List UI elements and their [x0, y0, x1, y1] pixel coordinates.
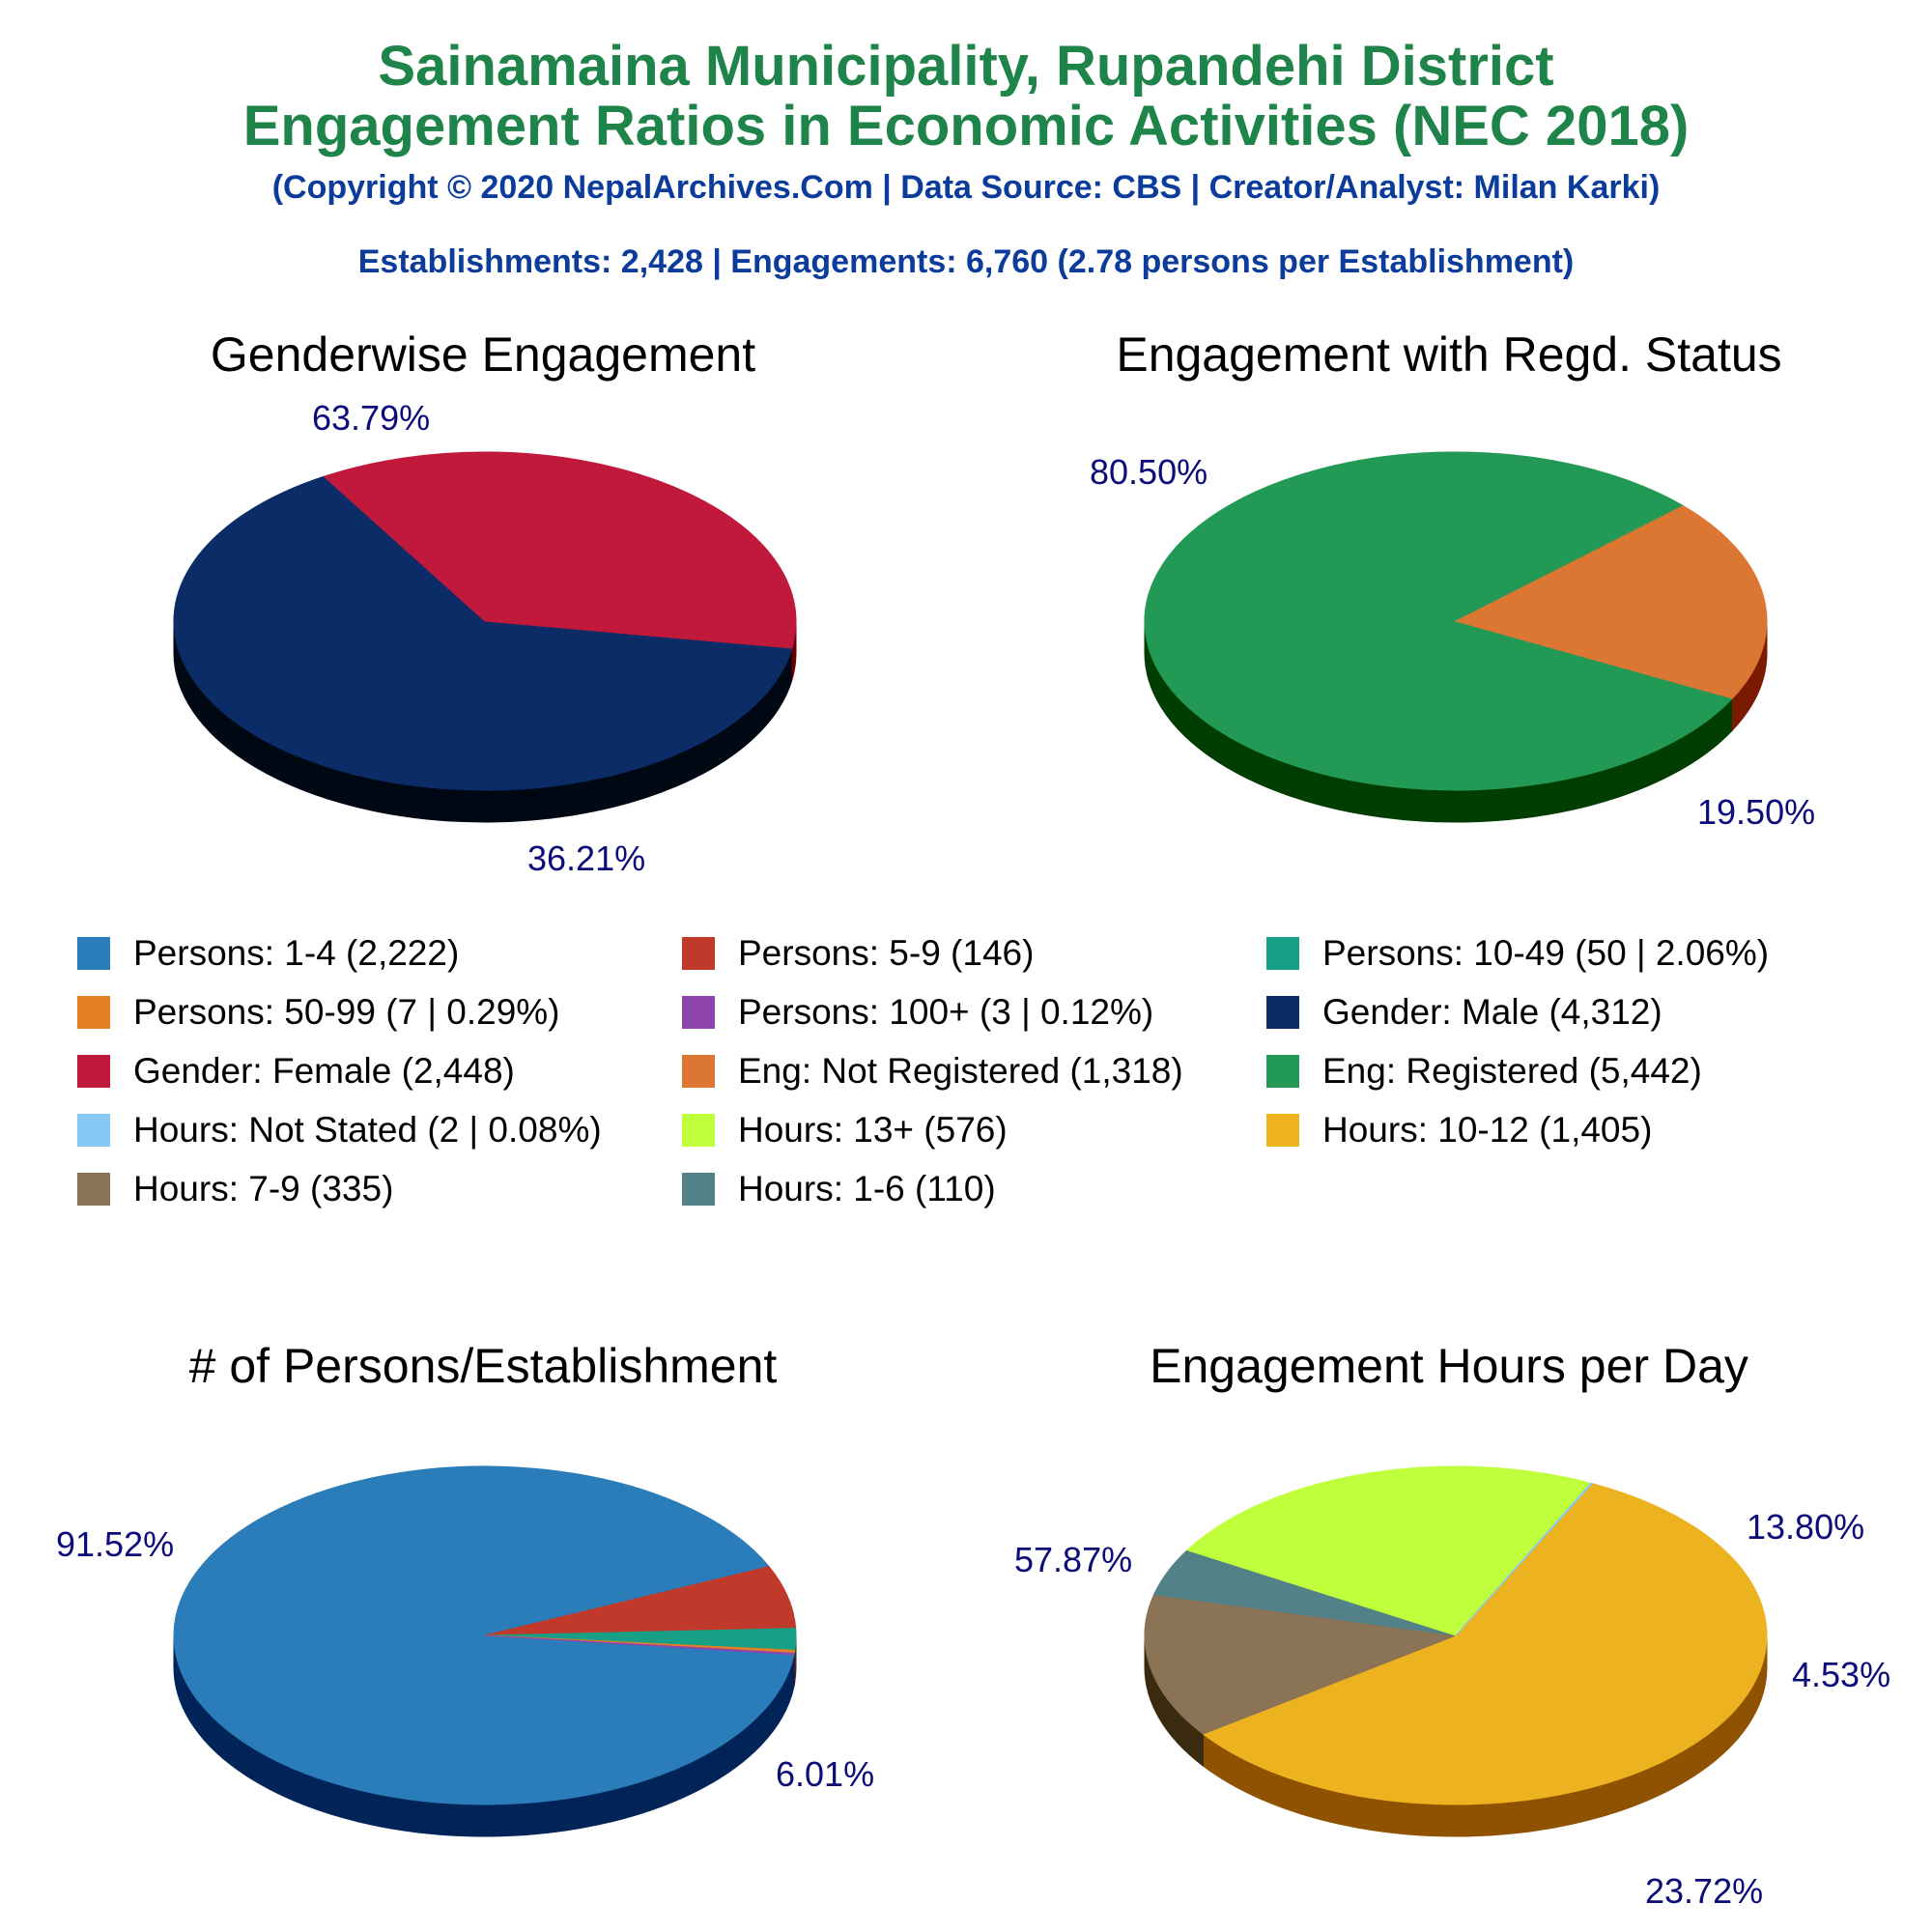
pie-slice-eng-not-registered [1454, 505, 1768, 699]
legend-swatch [682, 996, 715, 1029]
legend-item: Hours: 13+ (576) [682, 1109, 1008, 1151]
legend-item: Persons: 10-49 (50 | 2.06%) [1266, 932, 1769, 975]
legend-label: Persons: 1-4 (2,222) [133, 933, 460, 973]
copyright-note: (Copyright © 2020 NepalArchives.Com | Da… [271, 169, 1661, 206]
pct-label-not-registered: 19.50% [1697, 792, 1816, 832]
legend-item: Persons: 5-9 (146) [682, 932, 1034, 975]
legend-swatch [1266, 996, 1299, 1029]
legend-swatch [77, 1173, 110, 1206]
chart-title-regd: Engagement with Regd. Status [1116, 327, 1782, 382]
legend-label: Hours: 10-12 (1,405) [1322, 1110, 1653, 1150]
pie-chart-0 [173, 451, 797, 823]
pie-slice-hours-7-9 [1144, 1594, 1458, 1735]
title-line-1: Sainamaina Municipality, Rupandehi Distr… [378, 35, 1554, 98]
legend-label: Hours: 1-6 (110) [738, 1169, 996, 1208]
pct-label-persons-5-9: 6.01% [776, 1754, 875, 1794]
pct-label-hours-7-9: 13.80% [1747, 1507, 1865, 1547]
chart-title-hours: Engagement Hours per Day [1150, 1339, 1748, 1393]
pct-label-hours-1-6: 4.53% [1792, 1655, 1891, 1694]
legend-item: Persons: 50-99 (7 | 0.29%) [77, 991, 560, 1034]
legend-swatch [1266, 1114, 1299, 1147]
legend-label: Hours: 7-9 (335) [133, 1169, 394, 1208]
legend-item: Persons: 1-4 (2,222) [77, 932, 459, 975]
legend-label: Eng: Not Registered (1,318) [738, 1051, 1183, 1091]
chart-title-gender: Genderwise Engagement [210, 327, 756, 382]
summary-line: Establishments: 2,428 | Engagements: 6,7… [357, 243, 1575, 280]
legend-item: Hours: 10-12 (1,405) [1266, 1109, 1652, 1151]
legend-swatch [1266, 1055, 1299, 1088]
pie-slice-persons-100- [484, 1634, 795, 1656]
legend-swatch [682, 1114, 715, 1147]
title-line-2: Engagement Ratios in Economic Activities… [242, 95, 1690, 157]
legend-swatch [77, 937, 110, 970]
pie-slice-gender-female [323, 451, 797, 649]
legend-item: Gender: Female (2,448) [77, 1050, 515, 1093]
legend-label: Hours: Not Stated (2 | 0.08%) [133, 1110, 602, 1150]
legend-label: Gender: Male (4,312) [1322, 992, 1662, 1032]
pct-label-female: 36.21% [527, 838, 646, 878]
legend-item: Eng: Registered (5,442) [1266, 1050, 1702, 1093]
pie-slice-hours-not-stated [1455, 1482, 1594, 1636]
pie-slice-eng-registered [1144, 451, 1734, 791]
pct-label-registered: 80.50% [1090, 452, 1208, 492]
legend-swatch [682, 1173, 715, 1206]
legend-label: Persons: 100+ (3 | 0.12%) [738, 992, 1154, 1032]
pie-chart-3 [1144, 1465, 1768, 1837]
pie-slice-hours-13- [1186, 1465, 1592, 1636]
pie-slice-persons-5-9 [484, 1566, 797, 1636]
pct-label-hours-10-12: 57.87% [1014, 1540, 1133, 1579]
pie-chart-2 [173, 1465, 797, 1837]
legend-item: Hours: Not Stated (2 | 0.08%) [77, 1109, 602, 1151]
pie-chart-1 [1144, 451, 1768, 823]
chart-title-persons: # of Persons/Establishment [188, 1339, 778, 1393]
legend-label: Gender: Female (2,448) [133, 1051, 515, 1091]
legend-label: Hours: 13+ (576) [738, 1110, 1008, 1150]
pct-label-male: 63.79% [312, 398, 431, 438]
legend-item: Persons: 100+ (3 | 0.12%) [682, 991, 1153, 1034]
pie-slice-hours-10-12 [1202, 1483, 1768, 1805]
legend-swatch [77, 1114, 110, 1147]
legend-item: Hours: 7-9 (335) [77, 1168, 393, 1210]
legend-swatch [77, 996, 110, 1029]
legend-swatch [682, 937, 715, 970]
legend-swatch [77, 1055, 110, 1088]
pct-label-hours-13-plus: 23.72% [1645, 1871, 1764, 1911]
legend-label: Persons: 5-9 (146) [738, 933, 1035, 973]
legend-swatch [682, 1055, 715, 1088]
pie-slice-persons-1-4 [173, 1465, 795, 1805]
pie-slice-gender-male [173, 475, 793, 791]
legend-label: Persons: 10-49 (50 | 2.06%) [1322, 933, 1770, 973]
legend-label: Persons: 50-99 (7 | 0.29%) [133, 992, 560, 1032]
legend-label: Eng: Registered (5,442) [1322, 1051, 1702, 1091]
legend-swatch [1266, 937, 1299, 970]
legend-item: Hours: 1-6 (110) [682, 1168, 996, 1210]
pct-label-persons-1-4: 91.52% [56, 1524, 175, 1564]
legend-item: Gender: Male (4,312) [1266, 991, 1662, 1034]
legend-item: Eng: Not Registered (1,318) [682, 1050, 1183, 1093]
